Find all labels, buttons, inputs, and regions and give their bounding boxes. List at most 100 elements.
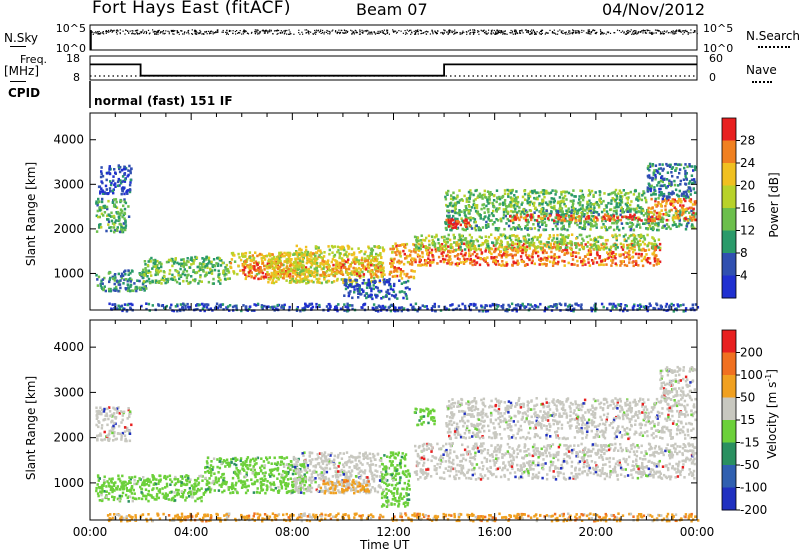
power-panel-band bbox=[319, 258, 383, 279]
power-colorbar-swatch bbox=[722, 253, 736, 276]
power-colorbar: 28 24 20 16 12 8 4 bbox=[721, 117, 755, 299]
power-panel-band bbox=[445, 218, 471, 230]
power-panel-band bbox=[95, 197, 131, 234]
velocity-colorbar-tick-label: 100 bbox=[740, 368, 763, 382]
power-panel-band bbox=[95, 269, 148, 293]
noise-tick-right-low: 10^0 bbox=[703, 42, 733, 55]
velocity-colorbar-swatch bbox=[722, 397, 736, 421]
power-colorbar-tick-label: 12 bbox=[740, 224, 755, 238]
velocity-colorbar-swatch bbox=[722, 330, 736, 353]
velocity-panel-band bbox=[413, 407, 436, 427]
power-colorbar-swatch bbox=[722, 185, 736, 209]
freq-unit-label: [MHz] bbox=[4, 64, 40, 78]
power-colorbar-tick-label: 20 bbox=[740, 179, 755, 193]
velocity-colorbar-swatch bbox=[722, 352, 736, 376]
velocity-colorbar-swatch bbox=[722, 465, 736, 488]
power-panel-ytick-label: 4000 bbox=[53, 133, 84, 147]
freq-tick-left-low: 8 bbox=[73, 71, 80, 84]
header-station: Fort Hays East (fitACF) bbox=[92, 0, 291, 18]
power-panel-band bbox=[97, 164, 133, 196]
velocity-panel-band bbox=[292, 451, 383, 495]
nsky-label: N.Sky bbox=[4, 31, 39, 45]
velocity-panel-ytick-label: 3000 bbox=[53, 385, 84, 399]
velocity-xtick-label: 16:00 bbox=[477, 525, 512, 539]
power-panel-band bbox=[140, 255, 232, 285]
velocity-colorbar-swatch bbox=[722, 420, 736, 443]
power-panel-ytick-label: 3000 bbox=[53, 177, 84, 191]
power-colorbar-swatch bbox=[722, 163, 736, 186]
time-axis-label: Time UT bbox=[360, 538, 410, 552]
noise-panel-frame bbox=[89, 24, 698, 51]
freq-legend-line bbox=[10, 81, 26, 82]
velocity-panel-ytick-label: 2000 bbox=[53, 431, 84, 445]
header-beam: Beam 07 bbox=[356, 0, 428, 19]
velocity-colorbar-swatch bbox=[722, 487, 736, 511]
velocity-panel-band bbox=[413, 442, 697, 481]
velocity-colorbar-tick-label: -100 bbox=[740, 481, 767, 495]
power-panel-band bbox=[388, 242, 416, 280]
power-colorbar-swatch bbox=[722, 275, 736, 299]
velocity-xtick-label: 00:00 bbox=[73, 525, 108, 539]
power-colorbar-swatch bbox=[722, 140, 736, 164]
power-colorbar-swatch bbox=[722, 208, 736, 231]
noise-series-nsky bbox=[91, 29, 698, 35]
noise-tick-left-high: 10^5 bbox=[56, 22, 86, 35]
power-panel-band bbox=[108, 302, 700, 313]
velocity-panel-ytick-label: 4000 bbox=[53, 340, 84, 354]
velocity-colorbar: 200 100 50 15 -15 -50 -100 -200 bbox=[721, 329, 767, 517]
velocity-colorbar-tick-label: 200 bbox=[740, 346, 763, 360]
velocity-xtick-label: 04:00 bbox=[174, 525, 209, 539]
nsky-legend-line bbox=[10, 46, 26, 47]
velocity-xtick-label: 20:00 bbox=[579, 525, 614, 539]
power-panel-band bbox=[413, 233, 662, 252]
freq-tick-left-high: 18 bbox=[66, 52, 80, 65]
header-date: 04/Nov/2012 bbox=[602, 0, 706, 19]
freq-panel-frame bbox=[89, 55, 698, 81]
velocity-panel-cells bbox=[95, 365, 700, 523]
power-panel-band bbox=[509, 213, 662, 223]
velocity-panel-band bbox=[380, 451, 411, 508]
power-colorbar-tick-label: 8 bbox=[740, 246, 748, 260]
power-colorbar-tick-label: 24 bbox=[740, 156, 755, 170]
freq-label: Freq. bbox=[20, 53, 48, 66]
power-colorbar-swatch bbox=[722, 118, 736, 141]
nave-legend-line bbox=[752, 81, 772, 83]
freq-series-line bbox=[90, 63, 697, 77]
cpid-label: CPID bbox=[8, 86, 41, 100]
velocity-colorbar-tick-label: -50 bbox=[740, 458, 760, 472]
velocity-xtick-label: 00:00 bbox=[680, 525, 715, 539]
velocity-colorbar-tick-label: 15 bbox=[740, 413, 755, 427]
power-panel-band bbox=[343, 277, 411, 301]
velocity-panel-band bbox=[319, 478, 370, 495]
power-colorbar-swatch bbox=[722, 230, 736, 254]
velocity-panel-band bbox=[445, 396, 697, 441]
noise-tick-left-low: 10^0 bbox=[56, 42, 86, 55]
power-colorbar-tick-label: 4 bbox=[740, 269, 748, 283]
noise-tick-right-high: 10^5 bbox=[703, 22, 733, 35]
nsearch-label: N.Search bbox=[746, 29, 800, 43]
velocity-panel-band bbox=[204, 455, 308, 495]
cpid-text: normal (fast) 151 IF bbox=[94, 94, 233, 108]
nsearch-legend-line bbox=[758, 46, 790, 48]
power-colorbar-tick-label: 16 bbox=[740, 201, 755, 215]
velocity-xtick-label: 08:00 bbox=[275, 525, 310, 539]
velocity-colorbar-tick-label: 50 bbox=[740, 391, 755, 405]
power-colorbar-tick-label: 28 bbox=[740, 134, 755, 148]
velocity-colorbar-tick-label: -200 bbox=[740, 503, 767, 517]
freq-tick-right-low: 0 bbox=[709, 71, 716, 84]
velocity-colorbar-swatch bbox=[722, 375, 736, 398]
velocity-panel-band bbox=[106, 512, 700, 523]
velocity-panel-band bbox=[95, 474, 205, 503]
velocity-panel-ytick-label: 1000 bbox=[53, 476, 84, 490]
power-panel-cells bbox=[95, 162, 700, 313]
velocity-panel-band bbox=[95, 406, 133, 443]
power-panel-band bbox=[647, 197, 697, 223]
freq-tick-right-high: 60 bbox=[709, 52, 723, 65]
velocity-xtick-label: 12:00 bbox=[376, 525, 411, 539]
power-panel-ytick-label: 2000 bbox=[53, 222, 84, 236]
velocity-colorbar-swatch bbox=[722, 442, 736, 466]
velocity-colorbar-tick-label: -15 bbox=[740, 436, 760, 450]
nave-label: Nave bbox=[746, 63, 777, 77]
